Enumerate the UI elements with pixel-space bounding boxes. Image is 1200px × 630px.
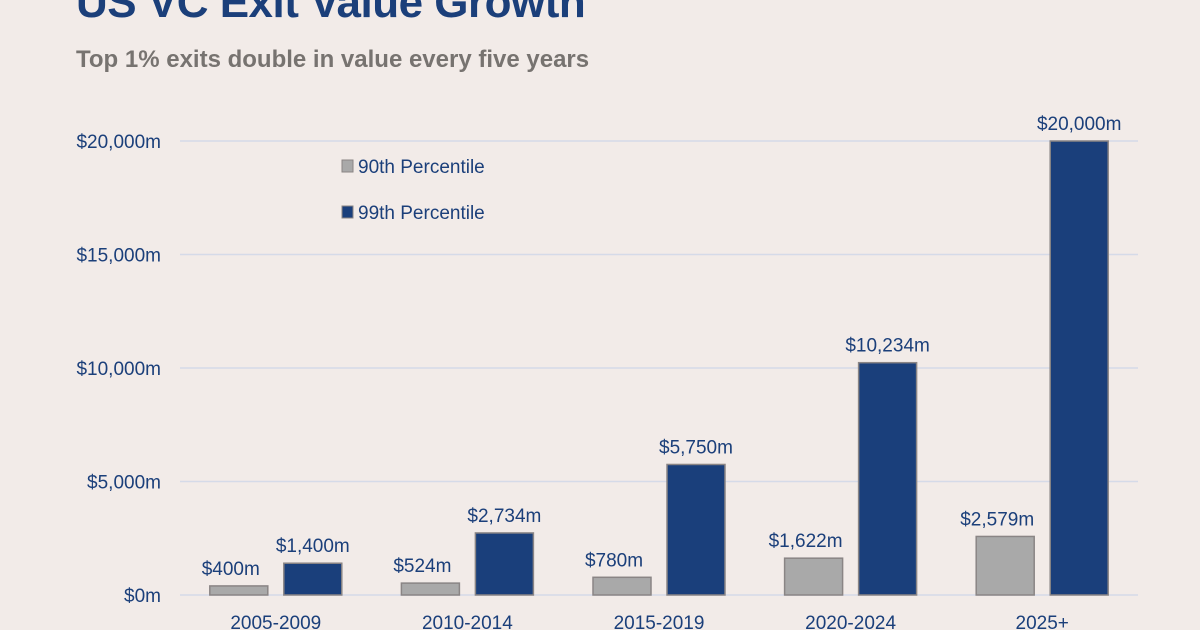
legend-label: 99th Percentile xyxy=(358,203,485,224)
y-tick-label: $0m xyxy=(124,586,161,607)
data-label: $400m xyxy=(202,559,260,580)
data-label: $780m xyxy=(585,550,643,571)
data-label: $524m xyxy=(393,556,451,577)
data-label: $10,234m xyxy=(845,336,930,357)
bar-p90 xyxy=(783,557,844,596)
legend-swatch xyxy=(341,205,354,219)
x-tick-label: 2005-2009 xyxy=(230,613,321,630)
bar-p90 xyxy=(975,535,1035,596)
y-tick-label: $20,000m xyxy=(76,132,161,153)
data-label: $1,622m xyxy=(769,531,843,552)
x-tick-label: 2010-2014 xyxy=(422,613,513,630)
x-tick-label: 2020-2024 xyxy=(805,613,896,630)
bar-p90 xyxy=(592,576,652,596)
data-label: $2,579m xyxy=(960,509,1034,530)
data-label: $2,734m xyxy=(467,506,541,527)
bar-p99 xyxy=(474,532,535,596)
legend-swatch xyxy=(341,159,354,173)
y-tick-label: $5,000m xyxy=(87,473,161,494)
data-label: $5,750m xyxy=(659,437,733,458)
bar-p99 xyxy=(666,463,726,596)
bar-p99 xyxy=(857,361,918,596)
chart-subtitle: Top 1% exits double in value every five … xyxy=(76,46,590,73)
y-tick-label: $10,000m xyxy=(76,359,161,380)
chart-title: US VC Exit Value Growth xyxy=(76,0,586,27)
x-tick-label: 2025+ xyxy=(1016,613,1069,630)
bar-p90 xyxy=(400,582,461,596)
x-tick-label: 2015-2019 xyxy=(614,613,705,630)
legend-label: 90th Percentile xyxy=(358,157,485,178)
bar-p99 xyxy=(283,562,343,596)
data-label: $20,000m xyxy=(1037,114,1122,135)
bar-p90 xyxy=(209,585,269,596)
data-label: $1,400m xyxy=(276,536,350,557)
y-tick-label: $15,000m xyxy=(76,246,161,267)
bar-p99 xyxy=(1049,140,1109,596)
